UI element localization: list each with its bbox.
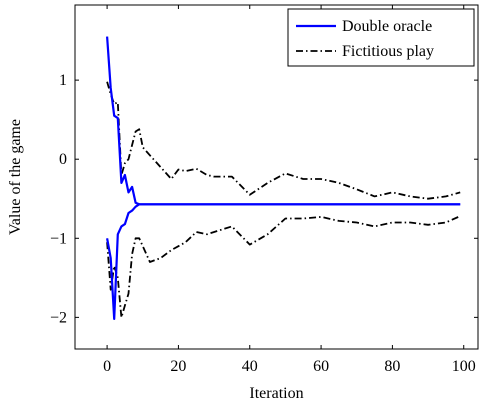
x-tick-label: 100 xyxy=(452,358,476,375)
y-tick-label: −1 xyxy=(50,230,67,247)
legend-label-fictitious-play: Fictitious play xyxy=(342,43,434,60)
y-tick-label: 0 xyxy=(59,151,67,168)
legend-label-double-oracle: Double oracle xyxy=(342,18,432,35)
series-lines xyxy=(106,36,461,320)
y-tick-label: −2 xyxy=(50,309,67,326)
plot-area-frame xyxy=(74,4,479,350)
series-line-fictitious-play-lower xyxy=(106,215,461,319)
y-tick-label: 1 xyxy=(59,72,67,89)
x-axis-label: Iteration xyxy=(249,385,303,402)
series-line-fictitious-play-upper xyxy=(106,81,461,200)
series-line-double-oracle-lower xyxy=(106,203,461,320)
x-tick-label: 20 xyxy=(170,358,186,375)
x-tick-label: 0 xyxy=(103,358,111,375)
axis-ticks: 0 20 40 60 80 100 −2 −1 0 1 xyxy=(50,5,478,375)
legend-box xyxy=(287,8,475,67)
legend: Double oracle Fictitious play xyxy=(287,8,475,67)
x-tick-label: 80 xyxy=(384,358,400,375)
y-axis-label: Value of the game xyxy=(7,119,24,235)
x-tick-label: 40 xyxy=(242,358,258,375)
x-tick-label: 60 xyxy=(313,358,329,375)
